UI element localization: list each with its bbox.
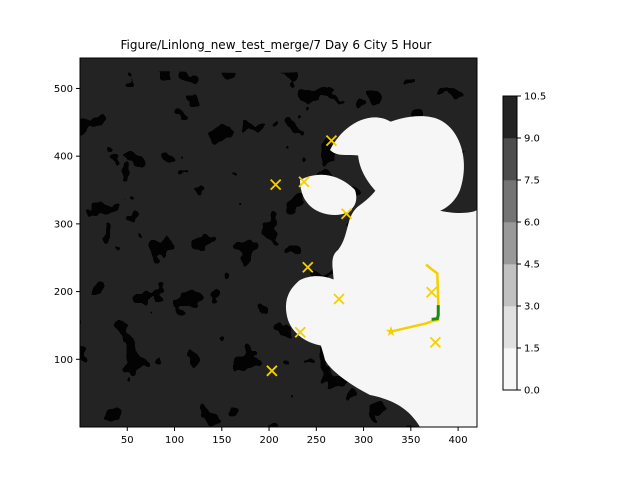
low-value-region-2 (285, 276, 364, 347)
x-tick-label: 100 (165, 435, 184, 446)
city-marker (340, 208, 353, 220)
city-marker (294, 326, 306, 338)
y-tick-label: 400 (54, 152, 73, 163)
x-tick-label: 400 (449, 435, 468, 446)
colorbar-band (503, 96, 517, 139)
colorbar-tick-label: 9.0 (524, 134, 540, 145)
city-marker (325, 134, 338, 147)
city-marker (302, 261, 314, 273)
city-marker (298, 176, 310, 188)
y-tick-label: 500 (54, 84, 73, 95)
heatmap-field (80, 58, 477, 427)
low-value-region (315, 117, 477, 427)
city-marker (270, 178, 282, 191)
x-tick-label: 300 (354, 435, 373, 446)
high-value-top-band (80, 58, 477, 74)
x-tick-label: 250 (307, 435, 326, 446)
colorbar-band (503, 180, 517, 223)
chart-title: Figure/Linlong_new_test_merge/7 Day 6 Ci… (121, 38, 432, 52)
low-value-region-4 (300, 174, 357, 215)
colorbar-tick-label: 1.5 (524, 344, 540, 355)
x-tick-label: 200 (260, 435, 279, 446)
low-value-region-3 (358, 116, 464, 215)
colorbar-tick-label: 3.0 (524, 302, 540, 313)
city-marker (425, 286, 438, 298)
city-marker (333, 293, 345, 305)
colorbar-tick-label: 6.0 (524, 218, 540, 229)
colorbar-tick-label: 4.5 (524, 260, 540, 271)
green-route-path (431, 305, 440, 321)
colorbar-band (503, 306, 517, 349)
colorbar-frame (502, 95, 518, 391)
y-tick-label: 200 (54, 287, 73, 298)
y-tick-label: 100 (54, 355, 73, 366)
colorbar-band (503, 348, 517, 391)
colorbar-band (503, 264, 517, 307)
colorbar-tick-label: 7.5 (524, 176, 540, 187)
x-tick-label: 150 (212, 435, 231, 446)
colorbar: 0.0 1.5 3.0 4.5 6.0 7.5 9.0 10.5 (502, 92, 546, 397)
y-axis: 100 200 300 400 500 (54, 84, 80, 366)
x-tick-label: 50 (121, 435, 134, 446)
route-overlays (266, 134, 442, 377)
city-marker (266, 365, 278, 377)
x-axis: 50 100 150 200 250 300 350 400 (121, 427, 468, 446)
y-tick-label: 300 (54, 219, 73, 230)
origin-star-marker (385, 326, 397, 336)
colorbar-band (503, 138, 517, 181)
plot-frame (79, 57, 478, 428)
x-tick-label: 350 (401, 435, 420, 446)
city-marker (429, 336, 442, 349)
colorbar-band (503, 222, 517, 265)
colorbar-tick-label: 10.5 (524, 92, 546, 103)
colorbar-tick-label: 0.0 (524, 386, 540, 397)
